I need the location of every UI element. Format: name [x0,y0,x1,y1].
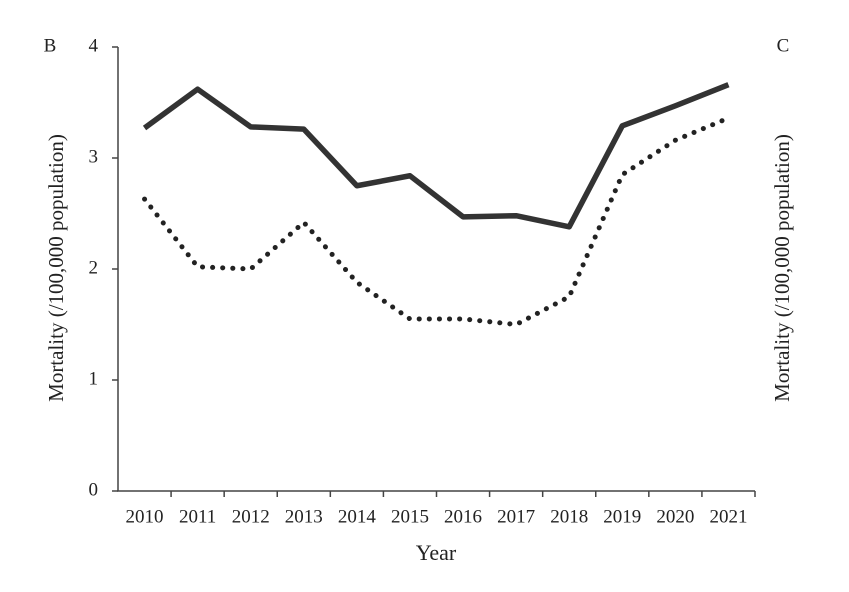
y-tick-label: 2 [89,257,99,278]
panel-label: B [44,35,57,56]
line-series [142,115,731,327]
y-tick-label: 1 [89,368,99,389]
x-tick-label: 2011 [179,506,216,527]
x-tick-label: 2012 [232,506,270,527]
y-tick-label: 0 [89,479,99,500]
y-axis-label: Mortality (/100,000 population) [44,134,68,402]
x-tick-label: 2020 [656,506,694,527]
x-tick-label: 2010 [126,506,164,527]
x-axis-label: Year [416,540,457,565]
x-tick-label: 2016 [444,506,482,527]
x-tick-label: 2021 [709,506,747,527]
x-tick-label: 2015 [391,506,429,527]
x-tick-label: 2018 [550,506,588,527]
panel-label: C [777,35,790,56]
y-axis-label: Mortality (/100,000 population) [770,134,794,402]
x-tick-label: 2017 [497,506,535,527]
x-tick-label: 2013 [285,506,323,527]
x-tick-label: 2019 [603,506,641,527]
y-tick-label: 3 [89,146,99,167]
line-series [142,82,730,230]
x-tick-label: 2014 [338,506,377,527]
y-tick-label: 4 [89,35,99,56]
